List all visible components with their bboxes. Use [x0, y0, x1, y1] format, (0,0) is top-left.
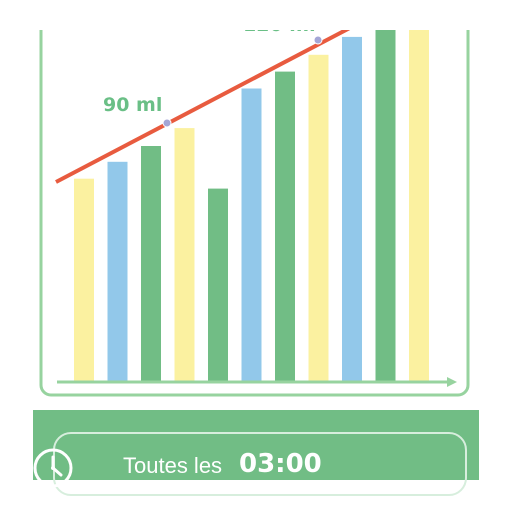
- timer-value: 03:00: [239, 449, 322, 479]
- trend-point: [163, 119, 171, 127]
- chart-bar: [275, 72, 295, 382]
- chart-card: 90 ml 120 ml: [0, 0, 512, 410]
- timer-prefix: Toutes les: [123, 454, 222, 478]
- chart-bar: [309, 55, 329, 382]
- feeding-chart: 90 ml 120 ml: [0, 0, 512, 410]
- chart-bar: [108, 162, 128, 382]
- chart-bar: [242, 89, 262, 383]
- trend-point: [314, 36, 322, 44]
- clock-icon: [31, 446, 75, 490]
- chart-bar: [208, 189, 228, 382]
- annotation-90ml: 90 ml: [103, 94, 162, 116]
- chart-bar: [175, 128, 195, 382]
- top-mask: [0, 0, 512, 30]
- x-axis-arrow: [447, 377, 457, 387]
- chart-bar: [376, 25, 396, 382]
- chart-bar: [141, 146, 161, 382]
- chart-bar: [74, 179, 94, 382]
- chart-bar: [342, 37, 362, 382]
- chart-bar: [409, 25, 429, 382]
